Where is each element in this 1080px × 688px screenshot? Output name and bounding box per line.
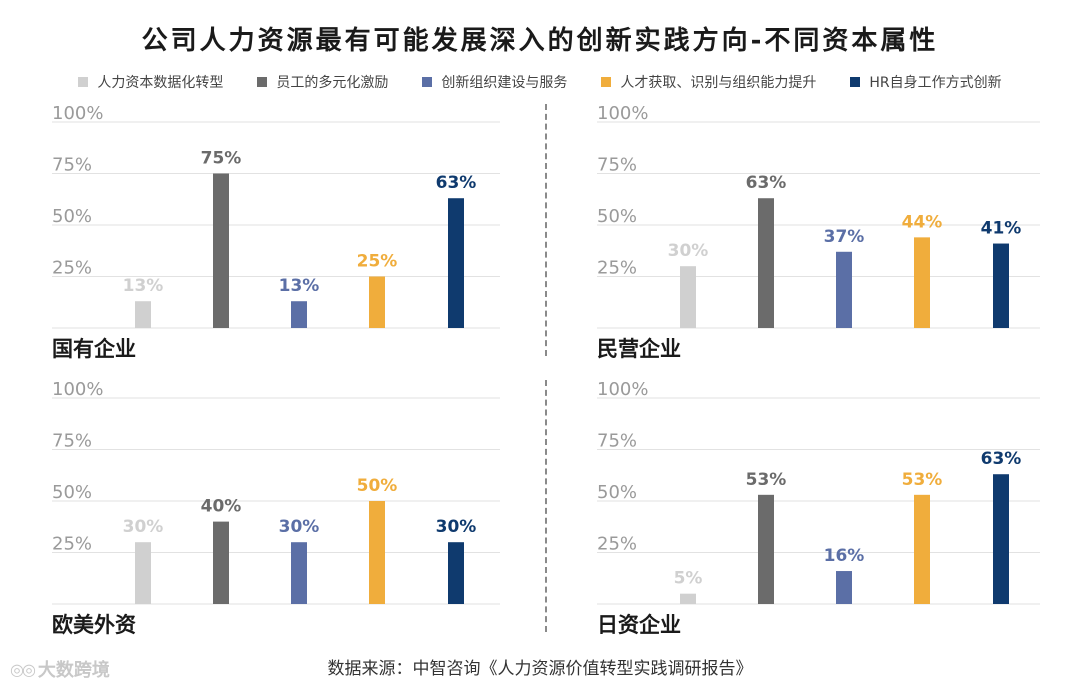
- bar: [213, 173, 229, 328]
- y-tick-label: 50%: [52, 206, 92, 227]
- bar: [680, 593, 696, 604]
- y-tick-label: 25%: [597, 534, 637, 555]
- bar-value-label: 30%: [123, 517, 164, 537]
- bar: [448, 542, 464, 604]
- watermark-logo-icon: ◎◎: [10, 659, 36, 679]
- bar: [836, 571, 852, 604]
- legend-swatch: [850, 77, 861, 87]
- bar-value-label: 50%: [357, 476, 398, 496]
- panel-divider-bottom: [545, 380, 547, 632]
- legend: 人力资本数据化转型 员工的多元化激励 创新组织建设与服务 人才获取、识别与组织能…: [0, 72, 1080, 92]
- bar: [758, 494, 774, 604]
- y-tick-label: 100%: [597, 379, 648, 400]
- bar: [213, 521, 229, 604]
- legend-item: 人力资本数据化转型: [78, 72, 223, 92]
- chart-panel-western-foreign: 25% 50% 75% 100% 30% 40% 30% 50% 30% 欧美外资: [52, 379, 500, 637]
- bar: [448, 198, 464, 328]
- legend-label: 人才获取、识别与组织能力提升: [620, 75, 817, 91]
- legend-label: HR自身工作方式创新: [869, 75, 1002, 91]
- y-tick-label: 100%: [597, 103, 648, 124]
- bar-value-label: 30%: [279, 517, 320, 537]
- legend-item: 员工的多元化激励: [257, 72, 388, 92]
- bar-value-label: 63%: [436, 173, 477, 193]
- bar: [369, 276, 385, 328]
- y-tick-label: 75%: [597, 431, 637, 452]
- data-source-note: 数据来源：中智咨询《人力资源价值转型实践调研报告》: [327, 659, 753, 679]
- bar-value-label: 37%: [824, 227, 865, 247]
- bar-value-label: 75%: [201, 149, 242, 169]
- y-tick-label: 50%: [52, 482, 92, 503]
- bar-value-label: 40%: [201, 497, 242, 517]
- chart-panel-private: 25% 50% 75% 100% 30% 63% 37% 44% 41% 民营企业: [597, 103, 1040, 361]
- chart-panel-japanese: 25% 50% 75% 100% 5% 53% 16% 53% 63% 日资企业: [597, 379, 1040, 637]
- bar: [993, 474, 1009, 604]
- bar: [993, 243, 1009, 328]
- y-tick-label: 50%: [597, 206, 637, 227]
- legend-label: 员工的多元化激励: [276, 75, 389, 91]
- bar-value-label: 13%: [123, 276, 164, 296]
- bar: [369, 501, 385, 604]
- bar-value-label: 63%: [981, 449, 1022, 469]
- y-tick-label: 50%: [597, 482, 637, 503]
- watermark: ◎◎ 大数跨境: [10, 656, 110, 682]
- legend-label: 人力资本数据化转型: [97, 75, 224, 91]
- legend-item: HR自身工作方式创新: [850, 72, 1002, 92]
- bar-value-label: 53%: [902, 470, 943, 490]
- panel-divider-top: [545, 104, 547, 356]
- legend-swatch: [601, 77, 612, 87]
- chart-panel-state-owned: 25% 50% 75% 100% 13% 75% 13% 25% 63% 国有企业: [52, 103, 500, 361]
- bar: [135, 542, 151, 604]
- bar: [758, 198, 774, 328]
- bar: [680, 266, 696, 328]
- bar-value-label: 30%: [436, 517, 477, 537]
- legend-swatch: [422, 77, 433, 87]
- bar: [914, 237, 930, 328]
- legend-label: 创新组织建设与服务: [441, 75, 568, 91]
- bar-value-label: 25%: [357, 252, 398, 272]
- bar: [135, 301, 151, 328]
- bar: [914, 494, 930, 604]
- panel-title: 国有企业: [52, 337, 136, 361]
- bar: [836, 251, 852, 328]
- y-tick-label: 75%: [597, 155, 637, 176]
- legend-swatch: [257, 77, 268, 87]
- bar-value-label: 13%: [279, 276, 320, 296]
- watermark-text: 大数跨境: [37, 660, 110, 681]
- legend-swatch: [78, 77, 89, 87]
- legend-item: 人才获取、识别与组织能力提升: [601, 72, 816, 92]
- bar-value-label: 41%: [981, 219, 1022, 239]
- bar: [291, 542, 307, 604]
- bar-value-label: 16%: [824, 546, 865, 566]
- y-tick-label: 25%: [52, 534, 92, 555]
- y-tick-label: 100%: [52, 379, 103, 400]
- y-tick-label: 25%: [52, 258, 92, 279]
- bar-value-label: 30%: [668, 241, 709, 261]
- bar-value-label: 5%: [674, 569, 703, 589]
- bar-value-label: 63%: [746, 173, 787, 193]
- y-tick-label: 75%: [52, 431, 92, 452]
- panel-title: 欧美外资: [52, 613, 136, 637]
- legend-item: 创新组织建设与服务: [422, 72, 567, 92]
- panel-title: 日资企业: [597, 613, 681, 637]
- panel-title: 民营企业: [597, 337, 681, 361]
- bar-value-label: 53%: [746, 470, 787, 490]
- chart-title: 公司人力资源最有可能发展深入的创新实践方向-不同资本属性: [141, 26, 939, 56]
- bar-value-label: 44%: [902, 212, 943, 232]
- y-tick-label: 25%: [597, 258, 637, 279]
- y-tick-label: 75%: [52, 155, 92, 176]
- y-tick-label: 100%: [52, 103, 103, 124]
- bar: [291, 301, 307, 328]
